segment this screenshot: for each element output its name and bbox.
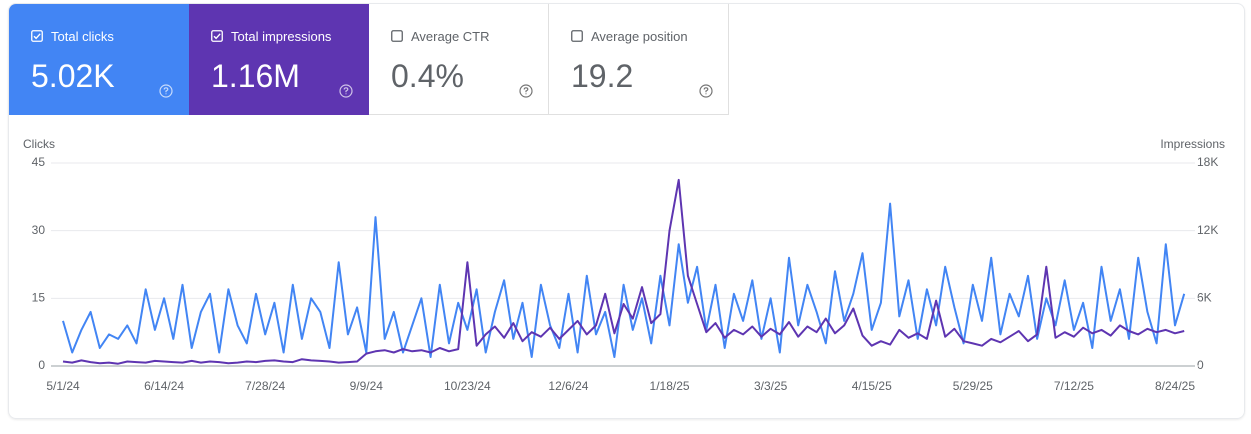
help-mark (703, 87, 709, 95)
y2-axis-title: Impressions (1160, 137, 1225, 151)
checkbox (391, 30, 403, 42)
checkbox-box (211, 30, 223, 42)
series-line (62, 202, 1186, 358)
metric-card[interactable]: Total clicks 5.02K (9, 4, 189, 115)
help-circle (519, 84, 533, 98)
checkbox-box (391, 30, 403, 42)
y-tick-label: 0 (38, 358, 45, 372)
help-icon (699, 84, 713, 98)
help-circle (339, 84, 353, 98)
metric-card[interactable]: Total impressions 1.16M (189, 4, 369, 115)
y-tick-label: 15 (32, 291, 46, 305)
x-tick-label: 12/6/24 (548, 379, 588, 393)
x-tick-label: 3/3/25 (754, 379, 788, 393)
x-tick-label: 5/1/24 (46, 379, 80, 393)
metric-card[interactable]: Average position 19.2 (549, 4, 729, 115)
metric-cards: Total clicks 5.02K Total impressions 1.16M A… (9, 4, 729, 115)
checkbox-box (571, 30, 583, 42)
y-tick-label: 30 (32, 223, 46, 237)
help-icon (519, 84, 533, 98)
help-mark (343, 87, 349, 95)
x-tick-label: 4/15/25 (852, 379, 892, 393)
x-tick-label: 7/12/25 (1054, 379, 1094, 393)
x-tick-label: 8/24/25 (1155, 379, 1195, 393)
x-tick-label: 10/23/24 (444, 379, 491, 393)
x-tick-label: 7/28/24 (245, 379, 285, 393)
help-mark (523, 87, 529, 95)
y-axis-title: Clicks (23, 137, 55, 151)
metric-card[interactable]: Average CTR 0.4% (369, 4, 549, 115)
checkbox (31, 30, 43, 42)
checkbox (211, 30, 223, 42)
checkbox (571, 30, 583, 42)
y2-tick-label: 12K (1197, 223, 1218, 237)
checkbox-box (31, 30, 43, 42)
chart: Clicks Impressions 0 15 30 45 0 6K 12K 18K 5/1/2… (23, 137, 1225, 393)
x-tick-label: 9/9/24 (350, 379, 384, 393)
help-circle (699, 84, 713, 98)
metric-label: Total impressions (231, 29, 332, 44)
checkmark (213, 33, 221, 40)
help-circle (159, 84, 173, 98)
metric-value: 0.4% (391, 58, 464, 94)
y2-tick-label: 18K (1197, 155, 1218, 169)
help-icon (339, 84, 353, 98)
y-tick-label: 45 (32, 155, 46, 169)
checkmark (33, 33, 41, 40)
metric-label: Total clicks (51, 29, 114, 44)
help-icon (159, 84, 173, 98)
y2-tick-label: 6K (1197, 291, 1212, 305)
y2-tick-label: 0 (1197, 358, 1204, 372)
help-mark (163, 87, 169, 95)
metric-label: Average CTR (411, 29, 490, 44)
metric-value: 5.02K (31, 58, 115, 94)
x-tick-label: 1/18/25 (650, 379, 690, 393)
performance-panel: Total clicks 5.02K Total impressions 1.16M A… (8, 3, 1245, 419)
metric-value: 1.16M (211, 58, 300, 94)
series-line (62, 178, 1185, 365)
metric-label: Average position (591, 29, 688, 44)
x-tick-label: 6/14/24 (144, 379, 184, 393)
metric-value: 19.2 (571, 58, 634, 94)
x-tick-label: 5/29/25 (953, 379, 993, 393)
